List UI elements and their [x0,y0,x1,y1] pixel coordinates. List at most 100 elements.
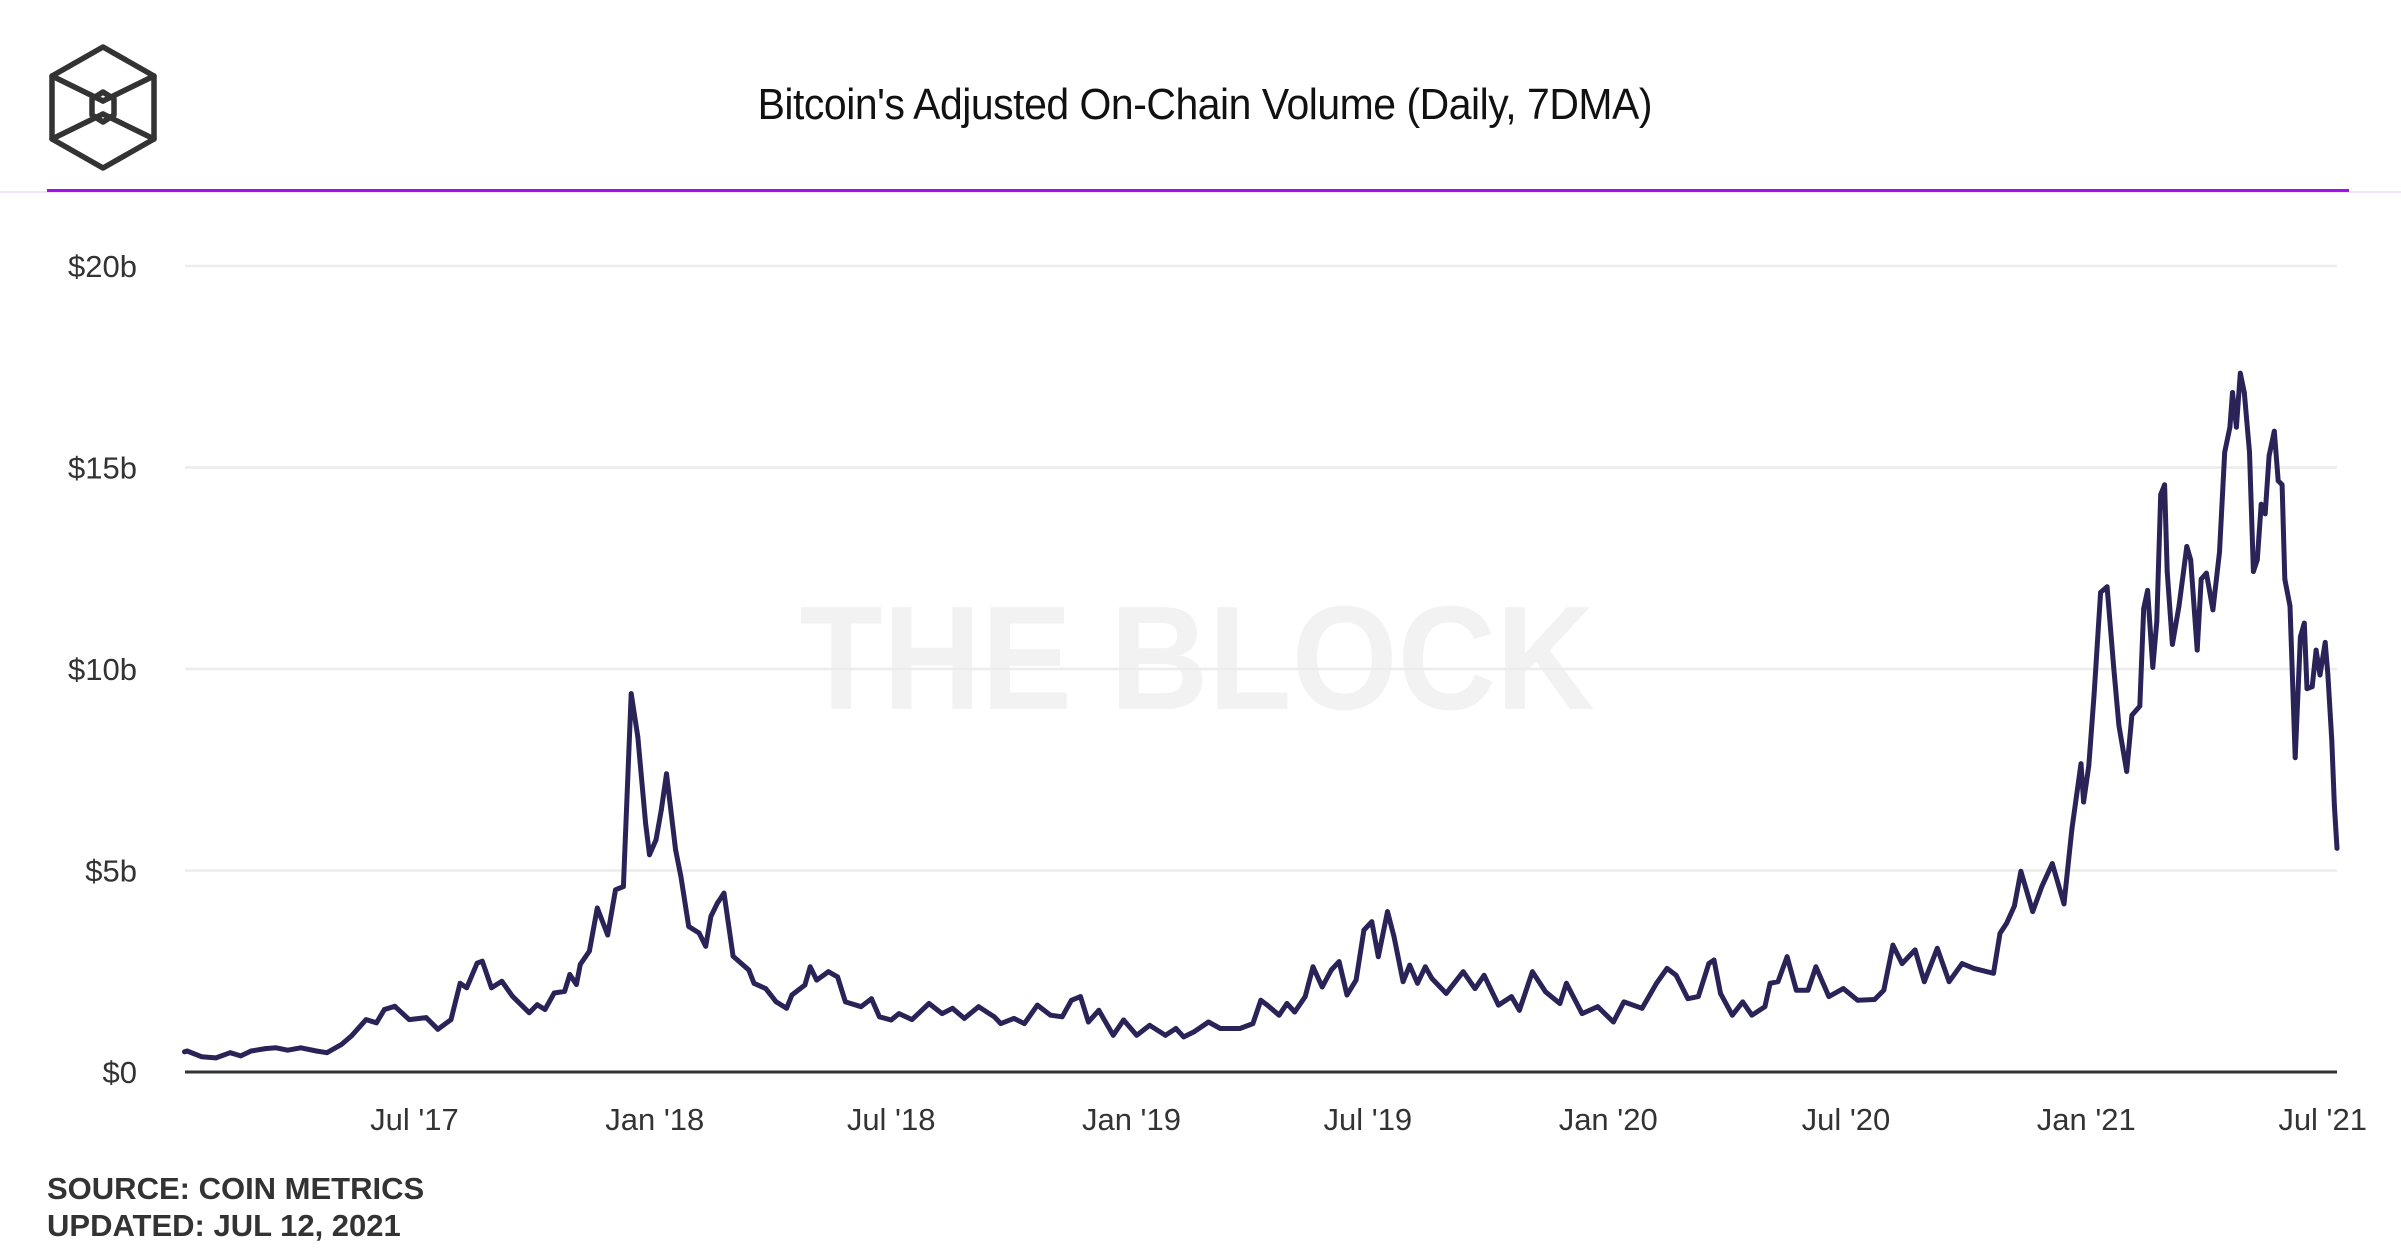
data-point [1899,961,1905,966]
data-point [703,943,709,949]
data-point [807,964,813,970]
data-point [406,1017,412,1022]
data-point [2086,763,2092,769]
data-point [184,1048,190,1054]
data-point [1258,997,1264,1003]
data-point [1443,991,1449,996]
x-tick-label: Jan '18 [605,1102,704,1137]
data-point [1793,987,1799,993]
data-point [2104,584,2110,590]
x-tick-label: Jan '19 [1082,1102,1181,1137]
data-point [2266,453,2272,459]
data-point [1336,959,1342,964]
data-point [2279,482,2285,488]
data-point [961,1016,967,1021]
data-point [802,982,808,988]
data-point [1059,1014,1065,1020]
data-point [1621,999,1627,1005]
x-tick-label: Jul '21 [2278,1102,2367,1137]
data-point [1048,1012,1053,1018]
data-point [2275,478,2281,484]
data-point [2204,570,2209,576]
data-point [708,914,714,919]
y-tick-label: $20b [68,249,137,284]
data-point [2222,449,2228,455]
data-point [2176,603,2182,609]
data-point [479,958,485,964]
data-point [1375,954,1381,960]
data-point [587,948,592,954]
y-tick-label: $0 [103,1055,137,1090]
data-point [678,874,684,879]
data-point [1361,927,1367,933]
data-point [696,930,702,936]
data-point [635,734,641,740]
data-point [338,1042,344,1047]
x-tick-label: Jul '18 [847,1102,936,1137]
data-point [2145,588,2151,593]
data-point [1134,1032,1140,1038]
data-point [1826,994,1832,999]
data-point [594,905,600,911]
data-point [2170,642,2175,647]
data-point [542,1007,548,1012]
data-point [298,1045,304,1051]
data-point [2141,606,2147,611]
data-point [382,1007,387,1012]
data-point [926,1001,932,1006]
data-point [1147,1022,1153,1028]
data-point [2287,603,2293,609]
data-point [1069,997,1074,1003]
data-point [510,993,515,999]
data-point [2154,619,2160,624]
data-point [474,960,480,966]
data-point [1685,996,1691,1002]
data-point [2039,884,2045,889]
data-point [1078,994,1083,999]
data-point [909,1017,915,1022]
data-point [1654,980,1659,986]
data-point [1971,966,1977,971]
data-point [2194,647,2200,653]
data-point [2049,861,2055,866]
data-point [1934,945,1940,951]
data-point [2234,424,2239,430]
data-point [285,1047,291,1053]
data-point [1890,942,1896,948]
data-point [1292,1009,1298,1015]
data-point [1276,1012,1282,1018]
data-points [182,370,2340,1061]
data-point [2334,845,2340,851]
data-point [1328,967,1334,973]
data-point [621,884,626,889]
data-point [773,999,779,1005]
data-point [1284,1001,1290,1006]
data-point [238,1053,244,1059]
data-point [1840,986,1846,991]
x-tick-label: Jul '19 [1324,1102,1413,1137]
data-point [363,1017,369,1022]
data-point [2301,620,2307,626]
data-point [784,1005,789,1011]
data-point [1096,1007,1102,1013]
data-point [1481,972,1487,978]
data-point [2251,569,2256,574]
y-tick-label: $15b [68,451,137,486]
data-point [1813,964,1819,970]
data-point [227,1050,233,1056]
data-point [1264,1002,1270,1008]
data-point [349,1033,355,1039]
data-point [2298,634,2303,640]
data-point [1991,970,1996,976]
data-point [2158,492,2164,497]
data-point [2069,826,2075,832]
data-point [551,990,557,996]
y-tick-label: $5b [85,854,137,889]
data-point [2271,428,2277,434]
data-point [2332,803,2337,809]
data-point [2210,607,2216,613]
data-point [2030,909,2036,914]
data-point [1319,984,1325,990]
data-point [1673,972,1679,978]
data-point [2129,712,2135,718]
